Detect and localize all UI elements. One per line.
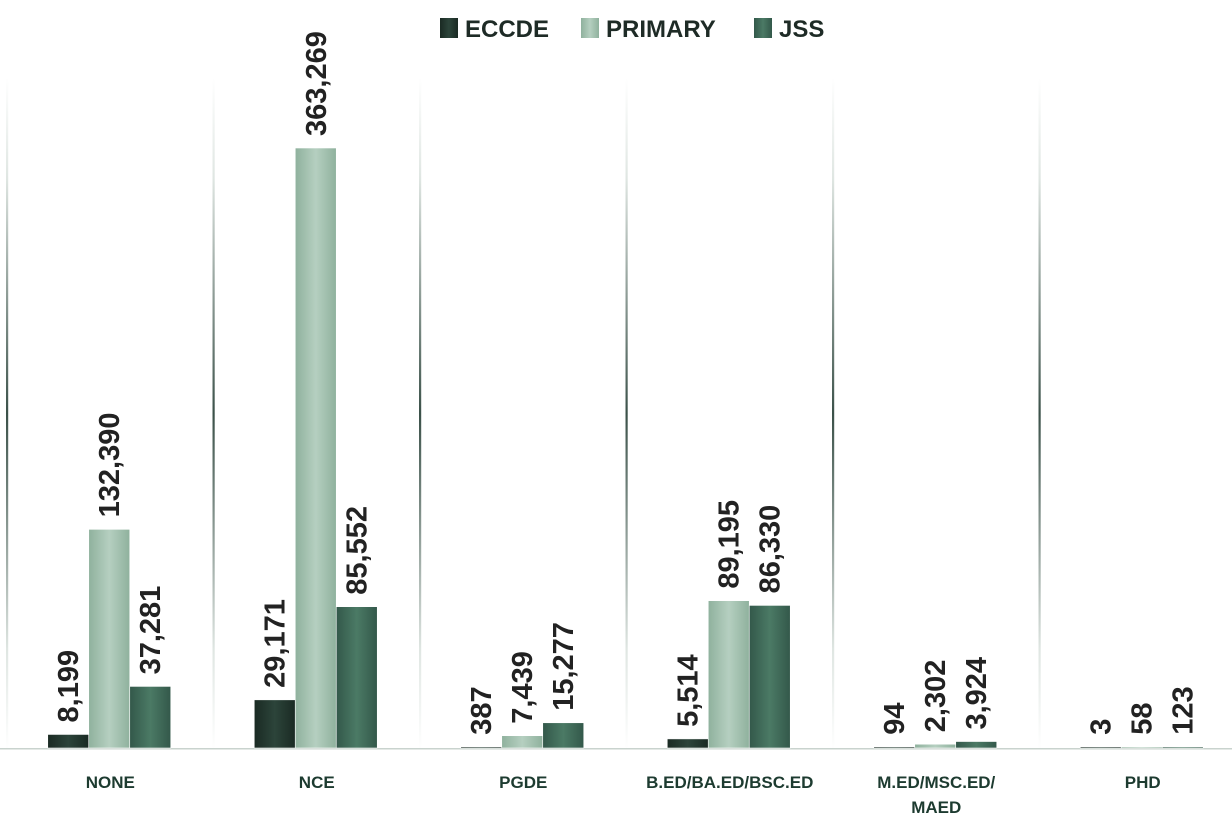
legend-swatch-jss <box>754 18 772 38</box>
data-label-eccde-none: 8,199 <box>53 650 85 723</box>
data-label-jss-none: 37,281 <box>135 586 167 675</box>
bar-eccde-b-ed-ba-ed-bsc-ed <box>666 738 709 749</box>
bars <box>47 147 1204 749</box>
bar-primary-nce <box>294 147 337 749</box>
bar-primary-none <box>88 529 131 749</box>
x-tick-label-nce: NCE <box>299 773 335 792</box>
data-label-primary-m-ed-msc-ed-maed: 2,302 <box>920 660 952 733</box>
data-label-primary-phd: 58 <box>1127 703 1159 735</box>
bar-eccde-m-ed-msc-ed-maed <box>873 746 916 749</box>
bar-jss-m-ed-msc-ed-maed <box>955 741 998 749</box>
data-label-primary-nce: 363,269 <box>301 31 333 136</box>
bar-eccde-nce <box>253 699 296 749</box>
bar-jss-pgde <box>542 722 585 749</box>
data-label-jss-m-ed-msc-ed-maed: 3,924 <box>961 657 993 730</box>
data-label-eccde-nce: 29,171 <box>260 599 292 688</box>
legend-label-eccde: ECCDE <box>465 16 549 43</box>
bar-primary-phd <box>1120 746 1163 749</box>
x-tick-label-b-ed-ba-ed-bsc-ed: B.ED/BA.ED/BSC.ED <box>646 773 813 792</box>
bar-jss-phd <box>1161 746 1204 749</box>
category-labels: NONE NCE PGDE B.ED/BA.ED/BSC.ED M.ED/MSC.ED/… <box>86 773 1161 817</box>
data-label-jss-pgde: 15,277 <box>548 622 580 711</box>
bar-eccde-phd <box>1079 746 1122 749</box>
category-separator <box>212 78 215 750</box>
data-label-eccde-b-ed-ba-ed-bsc-ed: 5,514 <box>673 654 705 727</box>
bar-jss-nce <box>335 606 378 749</box>
bar-eccde-pgde <box>460 746 503 749</box>
bar-primary-pgde <box>501 735 544 749</box>
legend-label-jss: JSS <box>779 16 824 43</box>
bar-jss-b-ed-ba-ed-bsc-ed <box>748 605 791 749</box>
data-label-primary-pgde: 7,439 <box>507 651 539 724</box>
x-tick-label-phd: PHD <box>1125 773 1161 792</box>
data-label-primary-b-ed-ba-ed-bsc-ed: 89,195 <box>714 500 746 589</box>
x-tick-label-pgde: PGDE <box>499 773 547 792</box>
category-separator <box>1038 78 1041 750</box>
bar-primary-b-ed-ba-ed-bsc-ed <box>707 600 750 749</box>
x-tick-label-none: NONE <box>86 773 135 792</box>
category-separators <box>0 78 1232 750</box>
legend-swatch-eccde <box>440 18 458 38</box>
legend: ECCDE PRIMARY JSS <box>440 16 824 43</box>
category-separator <box>419 78 422 750</box>
data-label-eccde-pgde: 387 <box>466 686 498 734</box>
category-separator <box>6 78 9 750</box>
x-tick-label-m-ed-msc-ed-maed: M.ED/MSC.ED/ <box>877 773 995 792</box>
value-labels: 8,199 132,390 37,281 29,171 363,269 85,552 387… <box>53 31 1200 735</box>
bar-jss-none <box>129 686 172 749</box>
data-label-jss-phd: 123 <box>1168 686 1200 734</box>
data-label-eccde-m-ed-msc-ed-maed: 94 <box>879 703 911 735</box>
data-label-primary-none: 132,390 <box>94 413 126 518</box>
legend-swatch-primary <box>581 18 599 38</box>
bar-eccde-none <box>47 734 90 749</box>
data-label-eccde-phd: 3 <box>1086 719 1118 735</box>
category-separator <box>625 78 628 750</box>
x-axis-line <box>0 748 1232 750</box>
bar-primary-m-ed-msc-ed-maed <box>914 743 957 749</box>
x-tick-label-m-ed-msc-ed-maed: MAED <box>911 798 961 817</box>
data-label-jss-nce: 85,552 <box>342 506 374 595</box>
data-label-jss-b-ed-ba-ed-bsc-ed: 86,330 <box>755 505 787 594</box>
legend-label-primary: PRIMARY <box>606 16 716 43</box>
category-separator <box>832 78 835 750</box>
